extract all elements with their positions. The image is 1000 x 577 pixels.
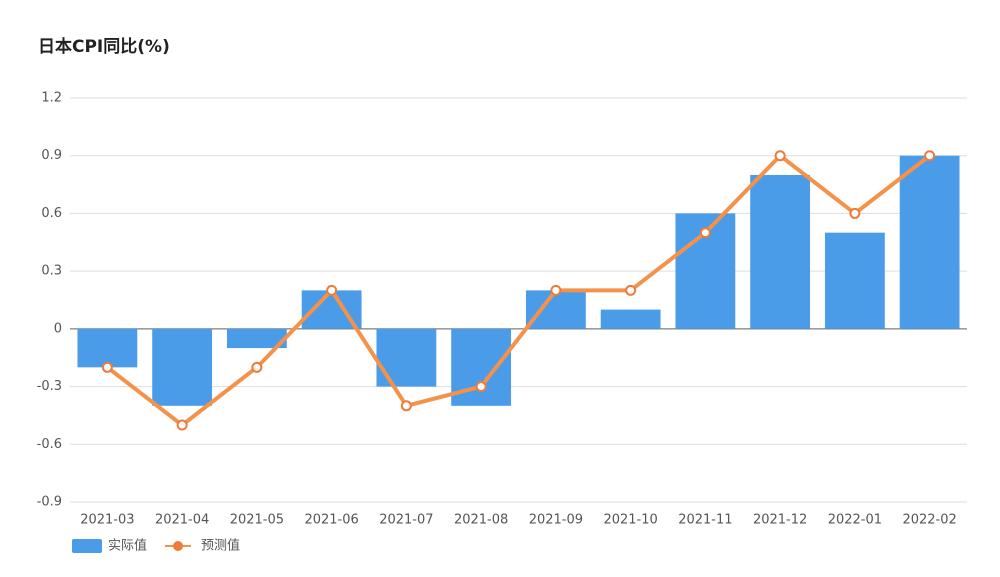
point [774,150,786,162]
x-tick-label: 2021-11 [678,513,732,528]
y-tick-label: 0 [54,321,62,336]
legend-swatch [173,541,184,551]
bar [750,174,811,329]
point [176,419,188,431]
bar [152,328,213,406]
legend-label: 实际值 [108,538,147,554]
bar [600,309,661,329]
legend-swatch [72,539,102,553]
bar [525,290,586,329]
x-tick-label: 2021-04 [155,513,209,528]
y-tick-label: 1.2 [41,91,62,106]
x-tick-label: 2021-12 [753,513,807,528]
bar [376,328,437,387]
y-tick-label: -0.9 [37,495,62,510]
chart-title: 日本CPI同比(%) [38,36,170,57]
x-tick-label: 2021-05 [230,513,284,528]
bar [226,328,287,349]
x-tick-label: 2021-08 [454,513,508,528]
point [625,284,637,296]
x-tick-label: 2022-01 [828,513,882,528]
point [550,284,562,296]
x-tick-label: 2022-02 [902,513,956,528]
x-tick-label: 2021-10 [603,513,657,528]
point [101,361,113,373]
x-tick-label: 2021-07 [379,513,433,528]
x-tick-label: 2021-06 [304,513,358,528]
point [400,400,412,412]
point [475,381,487,393]
line [106,153,931,428]
bar [77,328,138,368]
x-tick-label: 2021-03 [80,513,134,528]
bar [451,328,512,406]
bar [824,232,885,329]
point [326,284,338,296]
point [849,207,861,219]
y-tick-label: 0.6 [41,206,62,221]
x-tick-label: 2021-09 [529,513,583,528]
legend-label: 预测值 [201,538,240,554]
point [699,227,711,239]
y-tick-label: 0.3 [41,264,62,279]
bar [899,155,960,329]
y-tick-label: -0.3 [37,379,62,394]
y-tick-label: 0.9 [41,148,62,163]
y-tick-label: -0.6 [37,437,62,452]
point [924,150,936,162]
point [251,361,263,373]
